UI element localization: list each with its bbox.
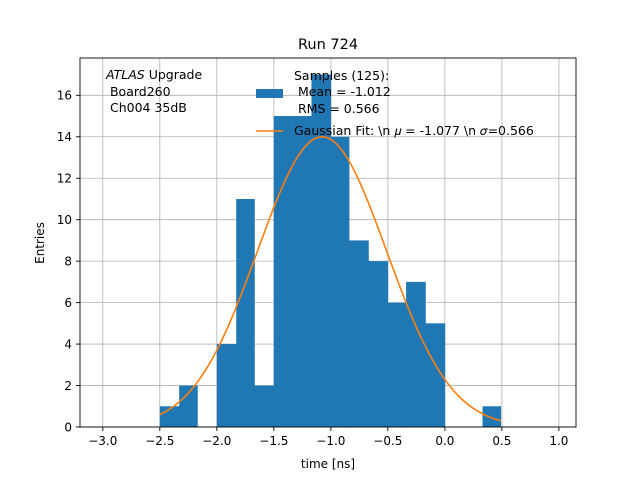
x-tick-label-7: 0.5 bbox=[492, 434, 511, 448]
histogram-bar-7 bbox=[292, 116, 312, 427]
gaussian-fit-curve bbox=[159, 135, 501, 422]
annotation-line-3: Ch004 35dB bbox=[106, 100, 187, 115]
y-axis-ticks: 0 2 4 6 8 10 12 14 16 bbox=[57, 89, 80, 434]
y-axis-label: Entries bbox=[33, 222, 47, 264]
legend-fit-label: Gaussian Fit: \n 𝜇 = -1.077 \n 𝜎=0.566 bbox=[294, 123, 534, 138]
annotation-line-2: Board260 bbox=[106, 84, 171, 99]
y-tick-label-3: 6 bbox=[64, 296, 72, 310]
x-tick-label-5: −0.5 bbox=[373, 434, 402, 448]
x-tick-label-2: −2.0 bbox=[202, 434, 231, 448]
annotation-line-1: ATLAS Upgrade bbox=[105, 67, 202, 82]
x-tick-label-1: −2.5 bbox=[145, 434, 174, 448]
histogram-bar-1 bbox=[179, 385, 198, 427]
histogram-bar-3 bbox=[216, 344, 237, 427]
y-tick-label-7: 14 bbox=[57, 130, 72, 144]
chart-title: Run 724 bbox=[298, 37, 358, 53]
y-tick-label-0: 0 bbox=[64, 420, 72, 434]
legend-hist-swatch bbox=[256, 89, 283, 98]
axes-frame bbox=[79, 57, 577, 428]
histogram-bar-10 bbox=[349, 240, 369, 427]
histogram-bar-8 bbox=[311, 74, 332, 428]
x-tick-label-8: 1.0 bbox=[549, 434, 568, 448]
histogram-bar-14 bbox=[425, 323, 446, 427]
histogram-bar-11 bbox=[368, 261, 389, 427]
atlas-label: ATLAS bbox=[105, 67, 145, 82]
legend: Samples (125): Mean = -1.012 RMS = 0.566… bbox=[256, 68, 534, 138]
y-tick-label-6: 12 bbox=[57, 172, 72, 186]
histogram-bar-12 bbox=[387, 302, 407, 427]
x-tick-label-0: −3.0 bbox=[88, 434, 117, 448]
legend-hist-line-2: Mean = -1.012 bbox=[294, 84, 391, 99]
x-tick-label-3: −1.5 bbox=[259, 434, 288, 448]
histogram-bar-9 bbox=[330, 136, 350, 428]
x-axis-ticks: −3.0 −2.5 −2.0 −1.5 −1.0 −0.5 0.0 0.5 1.0 bbox=[88, 427, 568, 448]
y-tick-label-1: 2 bbox=[64, 379, 72, 393]
histogram-bar-13 bbox=[406, 281, 426, 427]
x-axis-label: time [ns] bbox=[301, 457, 355, 471]
histogram-bar-17 bbox=[482, 406, 502, 427]
y-tick-label-5: 10 bbox=[57, 213, 72, 227]
histogram-bar-5 bbox=[254, 385, 275, 427]
histogram-bar-6 bbox=[273, 116, 293, 427]
legend-hist-line-1: Samples (125): bbox=[294, 68, 389, 83]
histogram-bar-4 bbox=[236, 198, 255, 427]
upgrade-label: Upgrade bbox=[145, 67, 203, 82]
y-tick-label-8: 16 bbox=[57, 89, 72, 103]
legend-hist-line-3: RMS = 0.566 bbox=[294, 101, 380, 116]
x-tick-label-6: 0.0 bbox=[435, 434, 454, 448]
atlas-annotation: ATLAS Upgrade Board260 Ch004 35dB bbox=[105, 67, 202, 115]
x-tick-label-4: −1.0 bbox=[316, 434, 345, 448]
histogram-bars bbox=[159, 74, 502, 428]
y-tick-label-4: 8 bbox=[64, 254, 72, 268]
y-tick-label-2: 4 bbox=[64, 337, 72, 351]
